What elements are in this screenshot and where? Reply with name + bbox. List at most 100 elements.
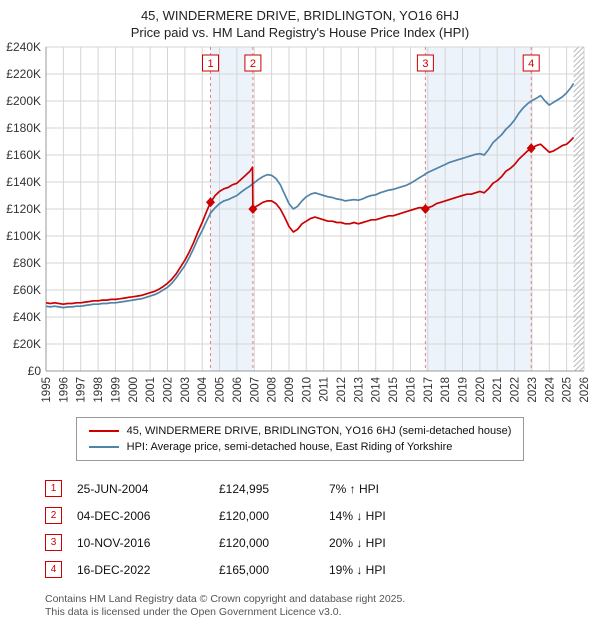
future-hatch-line: [573, 141, 585, 153]
chart-header: 45, WINDERMERE DRIVE, BRIDLINGTON, YO16 …: [0, 0, 600, 41]
future-hatch-line: [573, 56, 585, 68]
future-hatch-line: [573, 236, 585, 248]
future-hatch-line: [573, 146, 585, 158]
future-hatch-line: [573, 271, 585, 283]
sale-marker-box-2: [244, 54, 262, 72]
future-hatch-line: [573, 136, 585, 148]
transaction-hpi-delta: 20% ↓ HPI: [329, 535, 386, 550]
future-hatch-line: [573, 86, 585, 98]
sale-marker-box-4: [522, 54, 540, 72]
future-hatch-line: [573, 346, 585, 358]
transaction-hpi-delta: 19% ↓ HPI: [329, 562, 386, 577]
transactions-table: 1 25-JUN-2004 £124,995 7% ↑ HPI 2 04-DEC…: [45, 475, 600, 583]
future-hatch-line: [573, 306, 585, 318]
y-tick-label: £200K: [6, 94, 41, 108]
sale-marker-number-3: 3: [422, 58, 428, 70]
x-tick-label: 2021: [492, 377, 504, 403]
future-hatch-line: [573, 211, 585, 223]
x-tick-label: 1995: [41, 377, 53, 403]
future-hatch-line: [573, 316, 585, 328]
future-hatch-line: [573, 166, 585, 178]
x-tick-label: 2010: [301, 377, 313, 403]
future-hatch-line: [573, 321, 585, 333]
x-tick-label: 2002: [163, 377, 175, 403]
x-tick-label: 2008: [267, 377, 279, 403]
legend-label-hpi: HPI: Average price, semi-detached house,…: [126, 441, 453, 453]
sale-point-2: [248, 204, 258, 214]
x-tick-label: 2000: [128, 377, 140, 403]
y-tick-label: £80K: [13, 256, 41, 270]
transaction-number-badge: 3: [45, 534, 62, 551]
x-tick-label: 2004: [197, 376, 209, 402]
transaction-hpi-delta: 7% ↑ HPI: [329, 481, 380, 496]
future-hatch-line: [573, 96, 585, 108]
hpi-line-swatch: [88, 446, 119, 448]
transaction-date: 04-DEC-2006: [77, 508, 151, 523]
license-line-1: Contains HM Land Registry data © Crown c…: [45, 593, 406, 605]
future-hatch-line: [573, 121, 585, 133]
y-tick-label: £180K: [6, 121, 41, 135]
future-hatch-line: [573, 111, 585, 123]
sale-point-4: [526, 143, 536, 154]
future-hatch-line: [573, 61, 585, 73]
x-tick-label: 1997: [76, 377, 88, 403]
transaction-price: £120,000: [219, 535, 270, 550]
transaction-price: £120,000: [219, 508, 270, 523]
x-tick-label: 2019: [458, 377, 470, 403]
future-hatch-line: [573, 181, 585, 193]
future-hatch-line: [573, 156, 585, 168]
x-tick-label: 2012: [336, 377, 348, 403]
property-line-swatch: [88, 430, 119, 432]
future-hatch-line: [573, 201, 585, 213]
transaction-date: 16-DEC-2022: [77, 562, 151, 577]
y-tick-label: £220K: [6, 67, 41, 81]
x-tick-label: 2006: [232, 377, 244, 403]
sale-marker-number-2: 2: [250, 58, 256, 70]
transaction-number-badge: 2: [45, 507, 62, 524]
future-hatch-line: [573, 241, 585, 253]
transaction-number-badge: 4: [45, 561, 62, 578]
future-hatch-line: [573, 46, 579, 53]
future-hatch-line: [573, 291, 585, 303]
future-hatch-line: [573, 176, 585, 188]
price-series-line: [45, 136, 575, 306]
y-tick-label: £40K: [13, 310, 41, 324]
x-tick-label: 1996: [58, 377, 70, 403]
x-tick-label: 2014: [371, 376, 383, 402]
y-tick-label: £0: [28, 364, 42, 378]
future-hatch-line: [573, 46, 584, 58]
legend-item-hpi: HPI: Average price, semi-detached house,…: [88, 439, 512, 455]
future-hatch-line: [573, 301, 585, 313]
x-tick-label: 2011: [319, 377, 331, 402]
x-tick-label: 2005: [215, 377, 227, 403]
sale-marker-number-4: 4: [528, 58, 534, 70]
y-tick-label: £100K: [6, 229, 41, 243]
y-tick-label: £60K: [13, 283, 41, 297]
transaction-price: £165,000: [219, 562, 270, 577]
future-hatch-line: [573, 91, 585, 103]
future-hatch-line: [573, 171, 585, 183]
x-tick-label: 2024: [544, 376, 556, 402]
future-hatch-line: [573, 216, 585, 228]
future-hatch-line: [573, 261, 585, 273]
chart-legend: 45, WINDERMERE DRIVE, BRIDLINGTON, YO16 …: [75, 417, 525, 461]
future-hatch-line: [573, 336, 585, 348]
x-tick-label: 2018: [440, 377, 452, 403]
future-hatch-line: [573, 66, 585, 78]
future-hatch-line: [573, 126, 585, 138]
future-hatch-line: [579, 366, 585, 372]
x-tick-label: 2026: [579, 377, 591, 403]
y-tick-label: £140K: [6, 175, 41, 189]
future-hatch-line: [573, 151, 585, 163]
future-hatch-line: [573, 231, 585, 243]
x-tick-label: 2022: [510, 377, 522, 403]
y-tick-label: £240K: [6, 41, 41, 54]
transaction-hpi-delta: 14% ↓ HPI: [329, 508, 386, 523]
hpi-series-line: [45, 82, 575, 309]
license-footer: Contains HM Land Registry data © Crown c…: [45, 593, 600, 619]
y-tick-label: £120K: [6, 202, 41, 216]
future-hatch-line: [573, 246, 585, 258]
future-hatch-line: [574, 361, 585, 372]
future-hatch-line: [573, 256, 585, 268]
future-hatch-line: [573, 286, 585, 298]
